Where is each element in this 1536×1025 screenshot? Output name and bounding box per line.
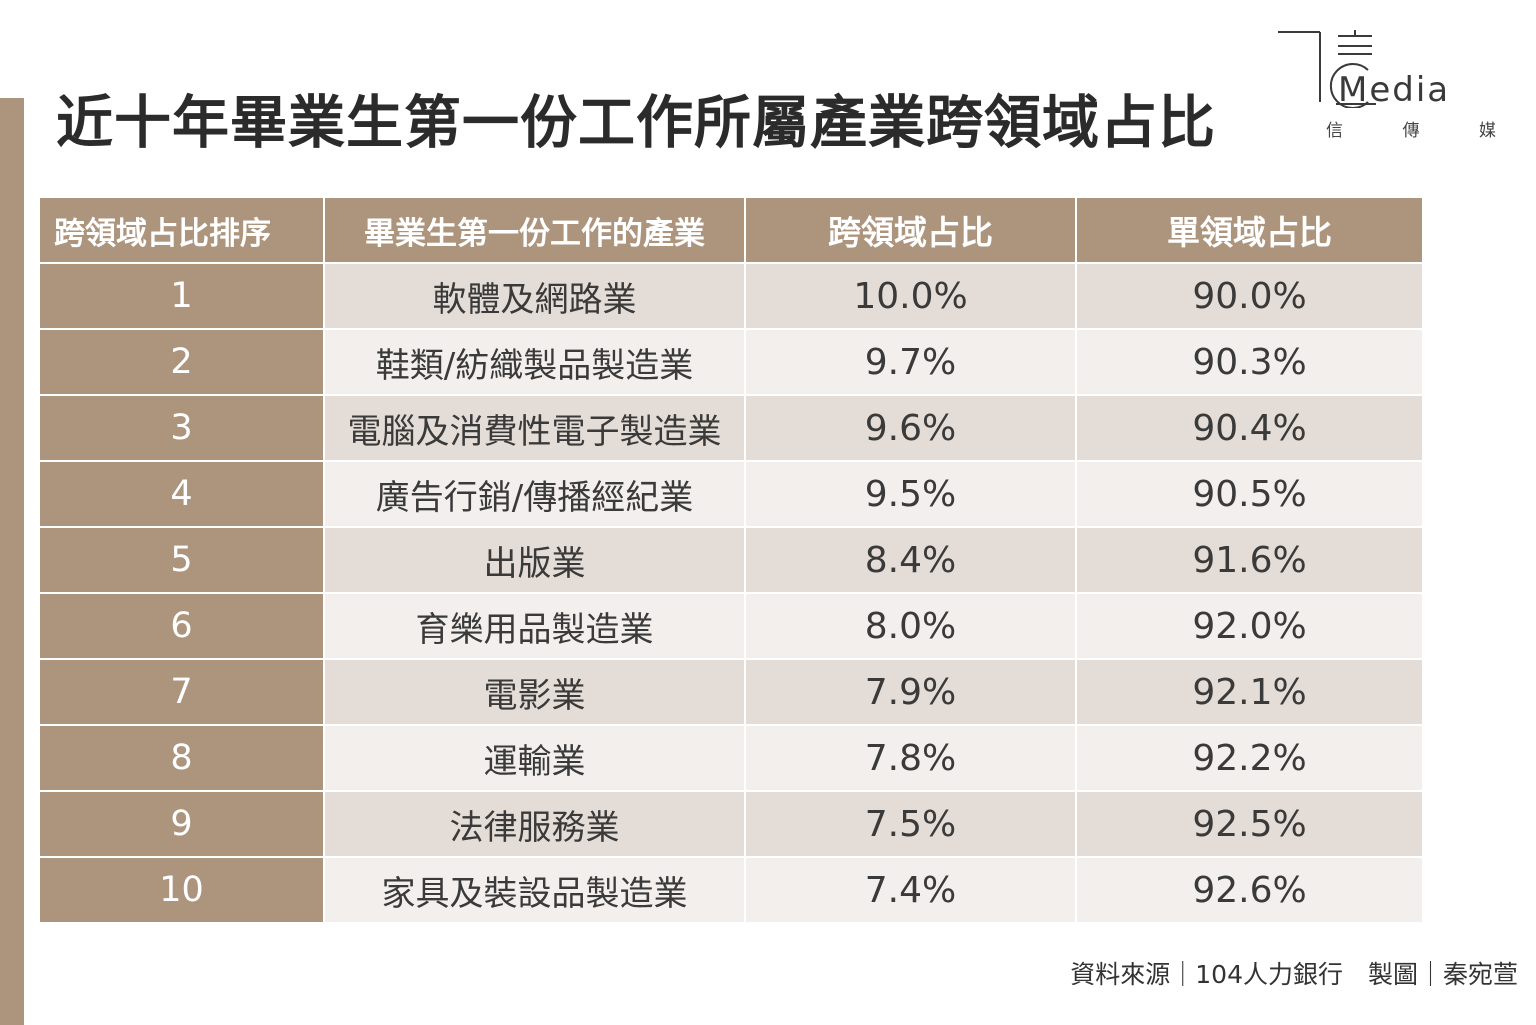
header-cell-rank: 跨領域占比排序 [40,198,325,262]
logo-subtitle: 信 傳 媒 [1326,120,1496,142]
table-cell-industry: 電影業 [325,660,746,724]
table-cell-rank: 4 [40,462,325,526]
table-cell-single-domain: 91.6% [1077,528,1422,592]
page-title: 近十年畢業生第一份工作所屬產業跨領域占比 [56,90,1216,156]
table-cell-cross-domain: 9.5% [746,462,1077,526]
table-header-row: 跨領域占比排序 畢業生第一份工作的產業 跨領域占比 單領域占比 [40,198,1422,264]
table-row: 6 育樂用品製造業 8.0% 92.0% [40,594,1422,660]
table-row: 1 軟體及網路業 10.0% 90.0% [40,264,1422,330]
logo-sub-char: 信 [1326,121,1343,141]
table-body: 1 軟體及網路業 10.0% 90.0% 2 鞋類/紡織製品製造業 9.7% 90.3% 3 電腦… [40,264,1422,924]
table-cell-cross-domain: 7.5% [746,792,1077,856]
table-row: 2 鞋類/紡織製品製造業 9.7% 90.3% [40,330,1422,396]
table-cell-single-domain: 90.4% [1077,396,1422,460]
table-cell-cross-domain: 7.9% [746,660,1077,724]
header-cell-industry: 畢業生第一份工作的產業 [325,198,746,262]
logo-wordmark: Media [1338,70,1451,110]
table-cell-industry: 家具及裝設品製造業 [325,858,746,922]
table-cell-cross-domain: 9.7% [746,330,1077,394]
table-cell-cross-domain: 10.0% [746,264,1077,328]
table-cell-rank: 5 [40,528,325,592]
table-row: 3 電腦及消費性電子製造業 9.6% 90.4% [40,396,1422,462]
table-cell-rank: 8 [40,726,325,790]
table-cell-rank: 3 [40,396,325,460]
table-cell-cross-domain: 9.6% [746,396,1077,460]
table-cell-industry: 出版業 [325,528,746,592]
table-cell-cross-domain: 8.4% [746,528,1077,592]
table-cell-single-domain: 92.1% [1077,660,1422,724]
table-cell-rank: 7 [40,660,325,724]
logo-sub-char: 媒 [1479,121,1496,141]
table-cell-single-domain: 90.0% [1077,264,1422,328]
table-cell-rank: 9 [40,792,325,856]
table-cell-single-domain: 92.0% [1077,594,1422,658]
table-row: 8 運輸業 7.8% 92.2% [40,726,1422,792]
table-cell-rank: 6 [40,594,325,658]
header-cell-single-domain: 單領域占比 [1077,198,1422,262]
table-cell-industry: 廣告行銷/傳播經紀業 [325,462,746,526]
data-table: 跨領域占比排序 畢業生第一份工作的產業 跨領域占比 單領域占比 1 軟體及網路業 1… [40,198,1422,924]
table-cell-industry: 鞋類/紡織製品製造業 [325,330,746,394]
table-cell-single-domain: 90.3% [1077,330,1422,394]
table-cell-industry: 法律服務業 [325,792,746,856]
table-cell-cross-domain: 7.8% [746,726,1077,790]
logo: Media 信 傳 媒 [1276,28,1506,148]
table-cell-single-domain: 92.5% [1077,792,1422,856]
table-row: 10 家具及裝設品製造業 7.4% 92.6% [40,858,1422,924]
table-row: 7 電影業 7.9% 92.1% [40,660,1422,726]
table-cell-single-domain: 92.2% [1077,726,1422,790]
left-accent-bar [0,98,24,1025]
header-cell-cross-domain: 跨領域占比 [746,198,1077,262]
source-credit: 資料來源｜104人力銀行 製圖｜秦宛萱 [1070,960,1518,989]
table-cell-single-domain: 90.5% [1077,462,1422,526]
table-cell-rank: 10 [40,858,325,922]
table-cell-single-domain: 92.6% [1077,858,1422,922]
table-row: 9 法律服務業 7.5% 92.5% [40,792,1422,858]
table-cell-rank: 2 [40,330,325,394]
table-cell-industry: 育樂用品製造業 [325,594,746,658]
table-row: 4 廣告行銷/傳播經紀業 9.5% 90.5% [40,462,1422,528]
table-cell-rank: 1 [40,264,325,328]
table-cell-industry: 軟體及網路業 [325,264,746,328]
table-cell-cross-domain: 8.0% [746,594,1077,658]
table-cell-industry: 運輸業 [325,726,746,790]
table-cell-industry: 電腦及消費性電子製造業 [325,396,746,460]
logo-sub-char: 傳 [1402,121,1420,141]
logo-tc-mark-icon [1278,30,1376,108]
table-row: 5 出版業 8.4% 91.6% [40,528,1422,594]
table-cell-cross-domain: 7.4% [746,858,1077,922]
